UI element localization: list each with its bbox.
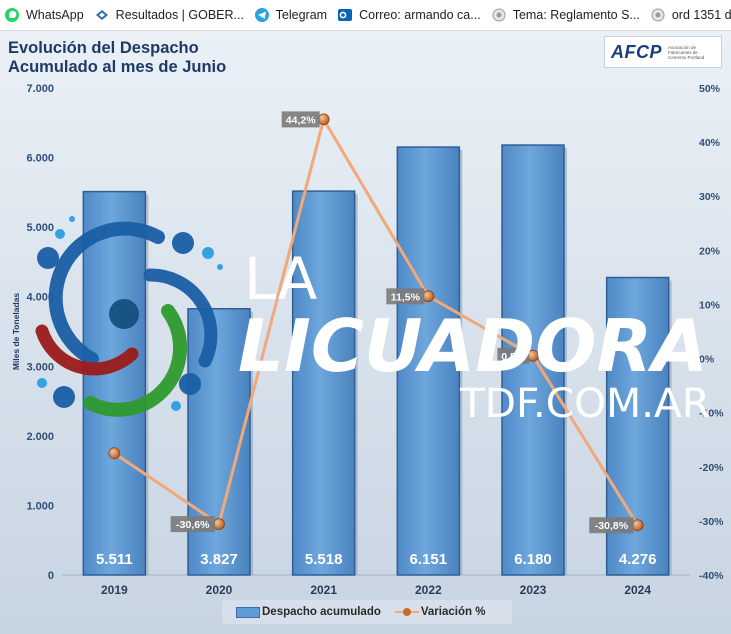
variation-label: 11,5%: [391, 291, 421, 303]
bookmark-label: Telegram: [275, 8, 328, 22]
variation-label: -30,6%: [176, 519, 210, 531]
y-tick-label: 5.000: [26, 222, 54, 234]
bookmark-resultados[interactable]: Resultados | GOBER...: [90, 1, 250, 29]
chart-title-line2: Acumulado al mes de Junio: [8, 58, 227, 76]
x-tick-label: 2023: [520, 583, 547, 597]
bookmark-tema-reglamento[interactable]: Tema: Reglamento S...: [487, 1, 646, 29]
chart-container: 0 1.000 2.000 3.000 4.000 5.000 6.000 7.000 -40%…: [0, 31, 731, 634]
bookmark-whatsapp[interactable]: WhatsApp: [0, 1, 90, 29]
bar: [291, 190, 356, 576]
x-tick-label: 2021: [310, 583, 337, 597]
y2-tick-label: -10%: [699, 408, 724, 420]
watermark-line1: LA: [244, 245, 318, 313]
variation-point: [422, 290, 435, 303]
bookmark-telegram[interactable]: Telegram: [250, 1, 333, 29]
y2-tick-label: -30%: [699, 516, 724, 528]
bookmark-ord-1351[interactable]: ord 1351 decre: [646, 1, 731, 29]
variation-label: 0,5%: [501, 351, 526, 363]
variation-label-box: [497, 347, 529, 364]
variation-point: [631, 519, 644, 532]
bookmark-correo[interactable]: Correo: armando ca...: [333, 1, 487, 29]
variation-label-box: [170, 516, 215, 533]
y-tick-label: 6.000: [26, 153, 54, 165]
watermark-line3: TDF.COM.AR: [459, 381, 710, 427]
variation-label: -30,8%: [595, 520, 629, 532]
watermark-logo-icon: [35, 216, 223, 417]
bookmark-label: Tema: Reglamento S...: [512, 8, 640, 22]
whatsapp-icon: [4, 7, 20, 23]
bookmark-label: Resultados | GOBER...: [115, 8, 244, 22]
variation-line: [113, 117, 639, 527]
y2-tick-label: 30%: [699, 191, 721, 203]
y2-tick-label: 10%: [699, 299, 721, 311]
y-tick-label: 7.000: [26, 83, 54, 95]
variation-point: [317, 113, 330, 126]
bar-value-label: 3.827: [200, 551, 238, 568]
bookmark-label: ord 1351 decre: [671, 8, 731, 22]
chart-title: Evolución del Despacho Acumulado al mes …: [8, 39, 226, 77]
bar-value-label: 6.180: [514, 551, 552, 568]
y2-tick-label: 40%: [699, 137, 721, 149]
y-tick-label: 4.000: [26, 292, 54, 304]
x-tick-label: 2024: [624, 583, 651, 597]
variation-label-box: [386, 288, 425, 305]
bar-value-label: 4.276: [619, 551, 657, 568]
variation-point: [213, 518, 225, 531]
watermark-line2: LICUADORA: [238, 304, 708, 388]
chart-svg: 0 1.000 2.000 3.000 4.000 5.000 6.000 7.000 -40%…: [0, 31, 731, 634]
bar: [396, 146, 461, 576]
legend-swatch-line: [394, 607, 419, 617]
x-tick-label: 2019: [101, 583, 128, 597]
bar-value-label: 5.511: [96, 551, 133, 568]
y2-tick-label: -20%: [699, 462, 724, 474]
chart-title-line1: Evolución del Despacho: [8, 39, 199, 57]
y-tick-label: 2.000: [26, 431, 54, 443]
afcp-logo: AFCP Asociación de Fabricantes de Cement…: [604, 36, 722, 68]
legend-item-variacion: Variación %: [394, 606, 486, 618]
variation-label-box: [281, 111, 320, 128]
logo-subtitle: Asociación de Fabricantes de Cemento Por…: [668, 44, 705, 60]
chart-legend: Despacho acumulado Variación %: [222, 600, 512, 624]
y-tick-label: 0: [48, 570, 54, 582]
y-axis-label: Miles de Toneladas: [11, 293, 21, 371]
seal-icon: [650, 7, 666, 23]
logo-text: AFCP: [611, 41, 662, 62]
bookmarks-bar: WhatsApp Resultados | GOBER... Telegram …: [0, 0, 731, 31]
y2-tick-label: 20%: [699, 245, 721, 257]
government-logo-icon: [94, 7, 110, 23]
x-tick-label: 2020: [206, 583, 233, 597]
y2-tick-label: -40%: [699, 570, 724, 582]
bar-value-label: 5.518: [305, 551, 343, 568]
seal-icon: [491, 7, 507, 23]
variation-label: 44,2%: [286, 114, 316, 126]
bookmark-label: Correo: armando ca...: [359, 8, 481, 22]
legend-item-despacho: Despacho acumulado: [236, 606, 381, 618]
bar: [82, 190, 147, 576]
y-tick-label: 3.000: [26, 361, 54, 373]
outlook-icon: [337, 7, 353, 23]
bookmark-label: WhatsApp: [26, 8, 84, 22]
legend-label-despacho: Despacho acumulado: [262, 606, 381, 618]
watermark: LA LICUADORA TDF.COM.AR: [35, 216, 710, 427]
bar-value-label: 6.151: [410, 551, 448, 568]
x-tick-label: 2022: [415, 583, 442, 597]
legend-label-variacion: Variación %: [420, 606, 486, 618]
y2-tick-label: 50%: [699, 83, 721, 95]
telegram-icon: [254, 7, 270, 23]
legend-swatch-bar: [236, 606, 260, 618]
variation-point: [108, 447, 121, 460]
variation-label-box: [589, 517, 634, 534]
y2-tick-label: 0%: [699, 354, 715, 366]
y-tick-label: 1.000: [26, 500, 54, 512]
